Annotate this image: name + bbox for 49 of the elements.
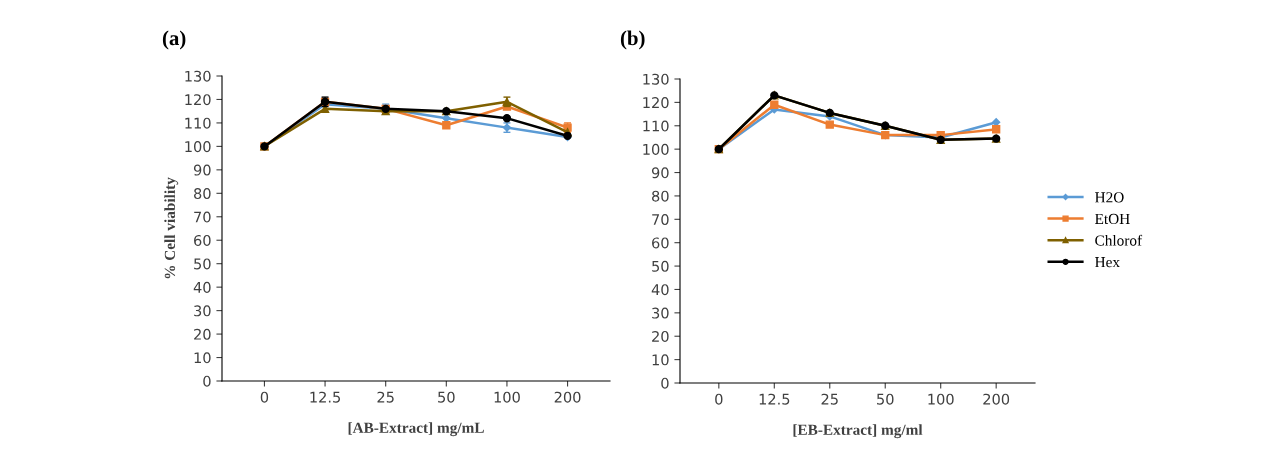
y-tick-label: 130 bbox=[643, 73, 669, 85]
y-tick-label: 10 bbox=[194, 352, 211, 364]
x-tick-label: 0 bbox=[260, 391, 269, 403]
y-tick-label: 90 bbox=[193, 164, 211, 176]
y-tick-label: 80 bbox=[194, 188, 211, 200]
chart-title: (a) bbox=[162, 30, 186, 50]
y-tick-label: 40 bbox=[193, 281, 211, 293]
y-tick-label: 130 bbox=[185, 70, 211, 82]
y-tick-label: 20 bbox=[194, 328, 211, 340]
legend-label: Hex bbox=[1095, 257, 1120, 268]
y-tick-label: 90 bbox=[651, 167, 669, 179]
chart-title: (b) bbox=[620, 30, 645, 50]
x-tick-label: 12.5 bbox=[759, 393, 790, 405]
y-axis-title: % Cell viability bbox=[164, 177, 179, 279]
y-tick-label: 30 bbox=[194, 305, 211, 317]
x-tick-label: 25 bbox=[377, 391, 394, 403]
x-tick-label: 0 bbox=[715, 393, 723, 405]
y-tick-label: 50 bbox=[652, 260, 669, 272]
y-tick-label: 20 bbox=[652, 330, 669, 342]
x-tick-label: 200 bbox=[983, 393, 1010, 405]
x-axis-title: [AB-Extract] mg/mL bbox=[348, 422, 484, 437]
y-tick-label: 110 bbox=[185, 117, 211, 129]
x-axis-title: [EB-Extract] mg/ml bbox=[793, 424, 923, 439]
y-tick-label: 0 bbox=[203, 375, 211, 387]
y-tick-label: 40 bbox=[651, 284, 669, 296]
legend-label: Chlorof bbox=[1095, 234, 1143, 246]
x-tick-label: 12.5 bbox=[310, 391, 341, 403]
y-tick-label: 10 bbox=[652, 354, 669, 366]
x-tick-label: 100 bbox=[928, 393, 954, 405]
y-tick-label: 70 bbox=[652, 214, 669, 226]
x-tick-label: 50 bbox=[877, 393, 894, 405]
legend-label: EtOH bbox=[1095, 213, 1130, 225]
x-tick-label: 100 bbox=[494, 391, 520, 403]
y-tick-label: 80 bbox=[652, 190, 669, 202]
y-tick-label: 120 bbox=[643, 97, 669, 109]
legend-label: H2O bbox=[1095, 192, 1124, 203]
x-tick-label: 200 bbox=[554, 391, 581, 403]
x-tick-label: 50 bbox=[438, 391, 455, 403]
y-tick-label: 0 bbox=[661, 377, 669, 389]
y-tick-label: 30 bbox=[652, 307, 669, 319]
y-tick-label: 120 bbox=[185, 94, 211, 106]
y-tick-label: 60 bbox=[194, 234, 211, 246]
x-tick-label: 25 bbox=[821, 393, 838, 405]
y-tick-label: 50 bbox=[194, 258, 211, 270]
y-tick-label: 70 bbox=[194, 211, 211, 223]
y-tick-label: 100 bbox=[185, 141, 211, 153]
y-tick-label: 110 bbox=[643, 120, 669, 132]
y-tick-label: 100 bbox=[643, 143, 669, 155]
y-tick-label: 60 bbox=[652, 237, 669, 249]
